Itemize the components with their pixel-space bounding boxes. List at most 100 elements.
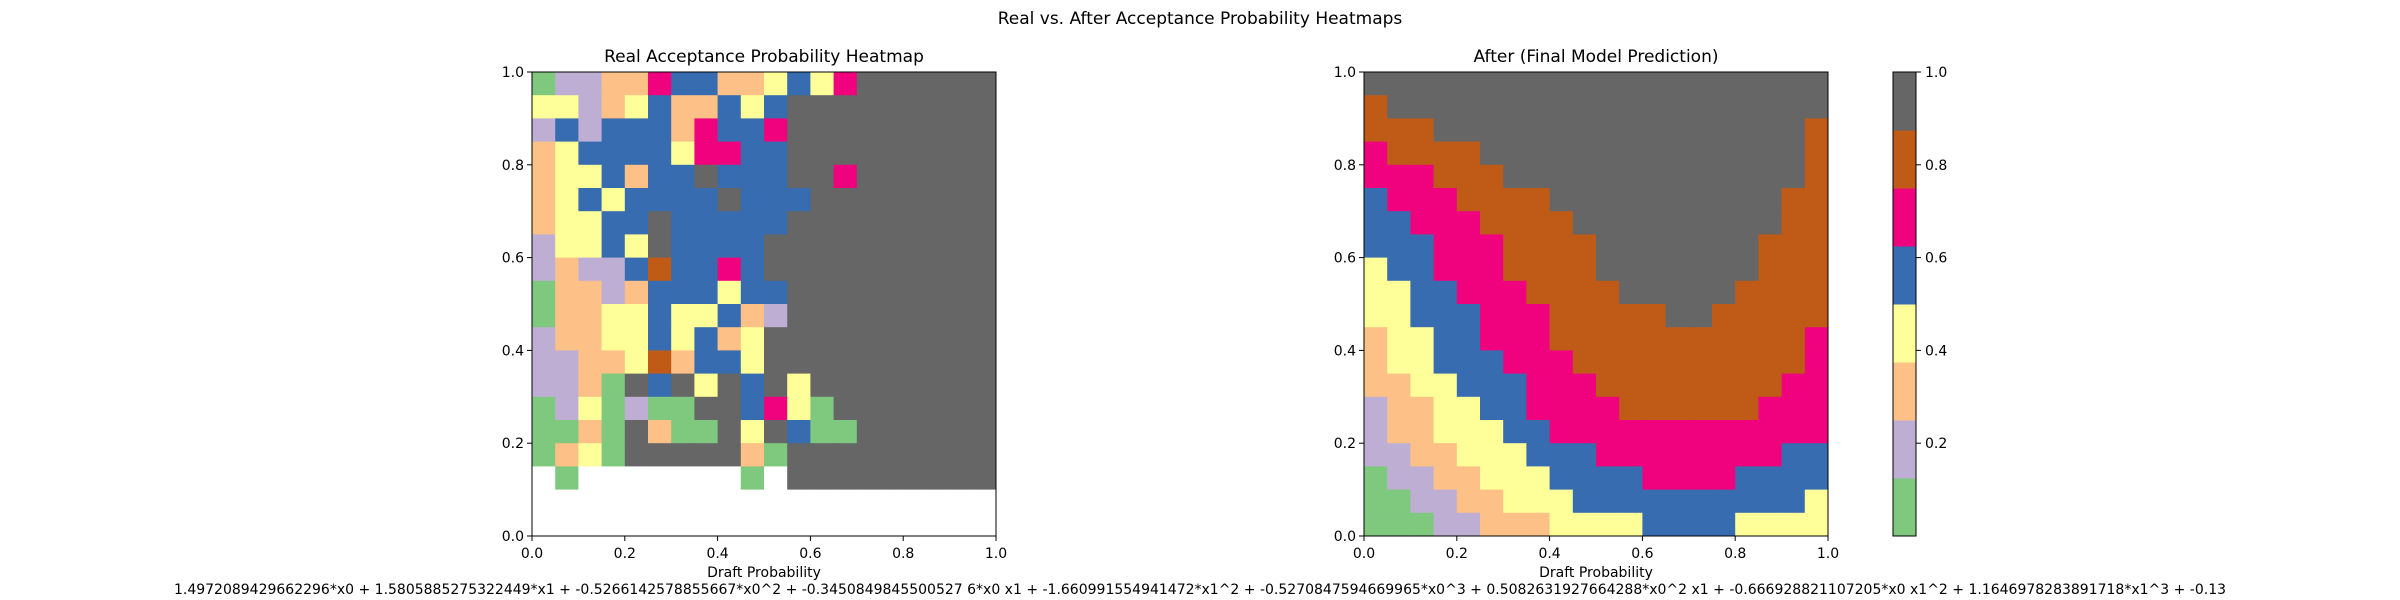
heatmap-cell	[694, 188, 719, 212]
heatmap-cell	[671, 443, 695, 467]
heatmap-cell	[1665, 280, 1690, 305]
heatmap-cell	[740, 118, 765, 143]
heatmap-cell	[624, 234, 649, 259]
heatmap-cell	[926, 304, 951, 328]
heatmap-cell	[972, 234, 997, 259]
heatmap-cell	[1642, 396, 1667, 421]
heatmap-cell	[671, 327, 695, 351]
heatmap-cell	[1688, 95, 1713, 119]
colorbar-segment	[1893, 188, 1916, 247]
heatmap-cell	[972, 95, 997, 119]
heatmap-cell	[1665, 396, 1690, 421]
heatmap-cell	[1735, 420, 1759, 444]
heatmap-cell	[740, 164, 765, 189]
x-tick-label: 1.0	[985, 546, 1007, 562]
heatmap-cell	[1619, 350, 1643, 375]
heatmap-cell	[601, 164, 626, 189]
heatmap-cell	[648, 396, 672, 421]
heatmap-cell	[1387, 512, 1411, 537]
heatmap-cell	[1387, 141, 1411, 166]
heatmap-cell	[1688, 396, 1713, 421]
heatmap-cell	[1456, 257, 1481, 282]
heatmap-cell	[1665, 164, 1690, 189]
heatmap-cell	[1387, 304, 1411, 328]
heatmap-cell	[1712, 188, 1736, 212]
heatmap-cell	[1364, 512, 1388, 537]
heatmap-cell	[972, 373, 997, 398]
heatmap-cell	[532, 396, 556, 421]
heatmap-cell	[1735, 257, 1759, 282]
heatmap-cell	[624, 95, 649, 119]
heatmap-cell	[1665, 211, 1690, 235]
heatmap-cell	[1549, 466, 1574, 491]
heatmap-cell	[972, 280, 997, 305]
heatmap-cell	[1549, 327, 1574, 351]
heatmap-cell	[1433, 141, 1458, 166]
heatmap-cell	[1410, 188, 1435, 212]
heatmap-cell	[1387, 443, 1411, 467]
heatmap-cell	[972, 211, 997, 235]
heatmap-cell	[880, 95, 904, 119]
heatmap-cell	[1804, 304, 1829, 328]
heatmap-cell	[1503, 188, 1527, 212]
heatmap-cell	[1526, 327, 1551, 351]
heatmap-cell	[903, 420, 927, 444]
heatmap-cell	[1480, 512, 1504, 537]
heatmap-cell	[1410, 95, 1435, 119]
heatmap-cell	[1596, 72, 1620, 96]
heatmap-cell	[1503, 280, 1527, 305]
heatmap-cell	[1804, 118, 1829, 143]
heatmap-cell	[833, 466, 858, 491]
heatmap-cell	[717, 512, 742, 537]
heatmap-cell	[1456, 95, 1481, 119]
heatmap-cell	[717, 489, 742, 514]
heatmap-cell	[578, 211, 603, 235]
heatmap-cell	[1456, 141, 1481, 166]
real-heatmap-x-ticks: 0.0 0.2 0.4 0.6 0.8 1.0	[521, 536, 1007, 562]
heatmap-cell	[856, 327, 881, 351]
heatmap-cell	[1480, 443, 1504, 467]
y-tick-label: 0.0	[1334, 529, 1356, 545]
heatmap-cell	[949, 257, 974, 282]
heatmap-cell	[1503, 396, 1527, 421]
heatmap-cell	[972, 443, 997, 467]
heatmap-cell	[740, 420, 765, 444]
heatmap-cell	[926, 512, 951, 537]
heatmap-cell	[1549, 95, 1574, 119]
heatmap-cell	[1456, 466, 1481, 491]
heatmap-cell	[926, 327, 951, 351]
heatmap-cell	[1572, 350, 1597, 375]
heatmap-cell	[1596, 443, 1620, 467]
heatmap-cell	[1549, 257, 1574, 282]
heatmap-cell	[880, 350, 904, 375]
heatmap-cell	[1549, 280, 1574, 305]
heatmap-cell	[1665, 95, 1690, 119]
heatmap-cell	[764, 72, 788, 96]
heatmap-cell	[1642, 72, 1667, 96]
heatmap-cell	[601, 327, 626, 351]
heatmap-cell	[694, 304, 719, 328]
heatmap-cell	[694, 280, 719, 305]
colorbar-tick-label: 0.2	[1925, 436, 1947, 452]
heatmap-cell	[764, 489, 788, 514]
heatmap-cell	[787, 234, 811, 259]
heatmap-cell	[856, 489, 881, 514]
heatmap-cell	[1526, 489, 1551, 514]
heatmap-cell	[1480, 188, 1504, 212]
heatmap-cell	[810, 373, 835, 398]
heatmap-cell	[1572, 443, 1597, 467]
heatmap-cell	[903, 327, 927, 351]
heatmap-cell	[555, 118, 579, 143]
heatmap-cell	[1781, 141, 1806, 166]
heatmap-cell	[903, 443, 927, 467]
colorbar-frame	[1892, 71, 1917, 537]
heatmap-cell	[717, 373, 742, 398]
heatmap-cell	[1642, 327, 1667, 351]
heatmap-cell	[671, 257, 695, 282]
colorbar-segment	[1893, 362, 1916, 421]
heatmap-cell	[601, 257, 626, 282]
heatmap-cell	[694, 466, 719, 491]
heatmap-cell	[787, 373, 811, 398]
heatmap-cell	[601, 304, 626, 328]
heatmap-cell	[1688, 211, 1713, 235]
